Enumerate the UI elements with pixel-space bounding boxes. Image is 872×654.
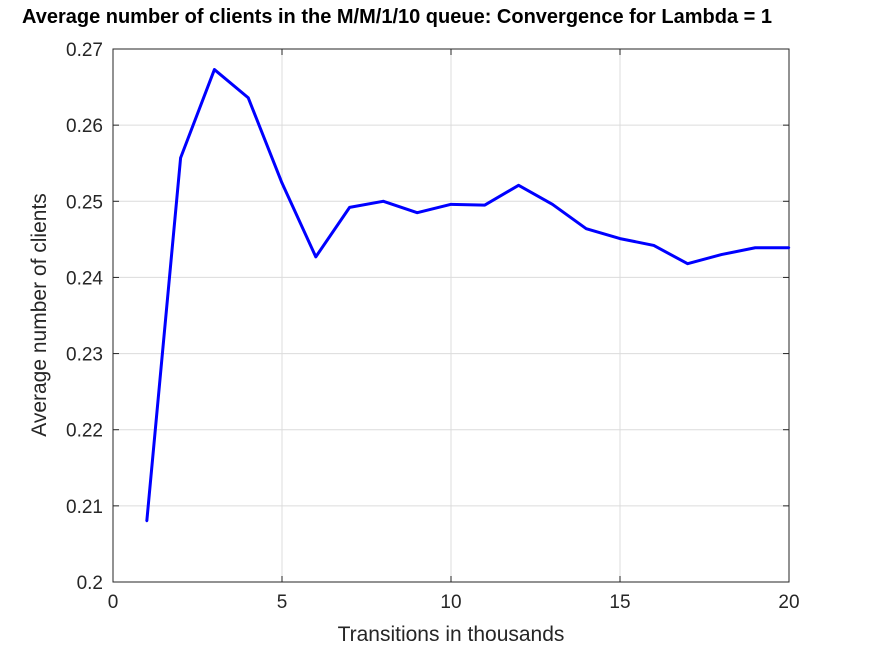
data-point (449, 203, 453, 206)
y-tick-label: 0.24 (66, 268, 103, 289)
data-point (686, 262, 689, 265)
axis-ticks: 0 5 10 15 20 0.2 0.21 0.22 0.23 0.24 0.25 0.26 0.27 (66, 40, 800, 613)
data-point (145, 519, 148, 523)
data-point (348, 206, 351, 209)
y-tick-label: 0.23 (66, 345, 103, 366)
data-point (213, 68, 216, 71)
y-tick-label: 0.25 (66, 192, 103, 213)
data-point (551, 203, 554, 206)
data-point (652, 244, 655, 247)
y-tick-label: 0.21 (66, 497, 103, 518)
x-tick-label: 5 (277, 592, 288, 613)
data-point (754, 246, 757, 249)
y-tick-label: 0.2 (77, 573, 103, 594)
x-tick-label: 10 (440, 592, 461, 613)
x-tick-label: 15 (609, 592, 630, 613)
data-point (382, 200, 385, 203)
data-point (416, 211, 419, 214)
grid (112, 48, 790, 583)
x-axis-label: Transitions in thousands (338, 623, 565, 646)
data-point (483, 203, 486, 207)
y-tick-label: 0.26 (66, 116, 103, 137)
y-axis-label: Average number of clients (28, 193, 51, 437)
data-point (314, 255, 317, 259)
data-point (517, 184, 520, 187)
chart-title: Average number of clients in the M/M/1/1… (22, 6, 772, 28)
x-tick-label: 0 (108, 592, 119, 613)
data-point (720, 253, 723, 256)
y-tick-label: 0.27 (66, 40, 103, 61)
y-tick-label: 0.22 (66, 421, 103, 442)
data-point (247, 96, 250, 99)
data-point (787, 246, 791, 249)
data-point (618, 237, 622, 240)
series-layer (145, 68, 791, 523)
data-point (179, 156, 182, 160)
data-point (280, 181, 284, 185)
x-tick-label: 20 (778, 592, 799, 613)
series-line (145, 68, 789, 522)
data-point (585, 227, 588, 230)
